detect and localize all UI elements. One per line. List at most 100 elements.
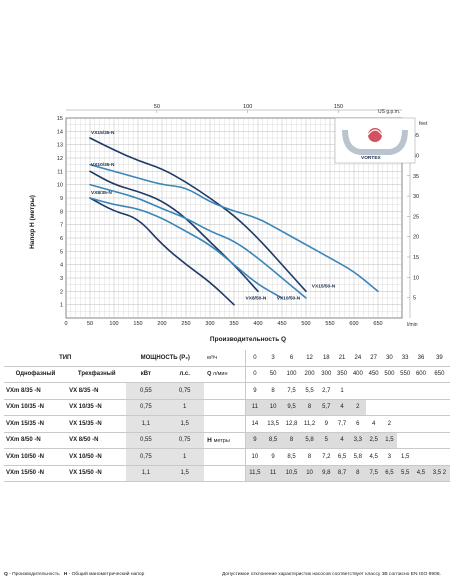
head-value [428, 415, 450, 433]
head-value [413, 382, 429, 400]
head-value: 8 [300, 448, 319, 466]
power-hp: 1,5 [165, 415, 205, 433]
power-kw: 0,55 [126, 382, 166, 400]
spec-table: ТИП МОЩНОСТЬ (P₂) м³/ч 0 3 6 12 18 21 24… [4, 350, 450, 482]
right-tick-label: 5 [413, 296, 416, 302]
head-value: 10 [300, 465, 319, 482]
right-tick-label: 20 [413, 235, 419, 241]
head-value: 12,8 [282, 415, 301, 433]
head-value: 5 [318, 432, 335, 449]
q-m3h-cell: 18 [318, 350, 335, 367]
x-tick-label: 250 [181, 321, 190, 327]
head-value: 5,5 [300, 382, 319, 400]
head-value: 1,5 [397, 448, 414, 466]
power-kw: 1,1 [126, 465, 166, 482]
head-value: 4,5 [365, 448, 382, 466]
q-lmin-cell: 350 [334, 366, 350, 383]
q-lmin-cell: 550 [397, 366, 414, 383]
q-lmin-cell: 50 [263, 366, 283, 383]
power-hp: 1 [165, 448, 205, 466]
q-lmin-cell: 100 [282, 366, 301, 383]
head-value: 10,5 [282, 465, 301, 482]
curve-vx8-50-n [89, 197, 283, 299]
curve-vx8-35-n [89, 197, 235, 306]
table-row: VXm 10/50 -N VX 10/50 -N 0,75 1 10 9 8,5 8 7,2 6,… [4, 448, 450, 466]
head-value: 7,7 [334, 415, 350, 433]
curve-label-vx1050: VX10/50-N [277, 295, 301, 301]
h-unit: метры [213, 437, 230, 444]
y-tick-label: 4 [60, 263, 63, 269]
single-phase-model: VXm 8/50 -N [4, 432, 68, 449]
x-tick-label: 0 [64, 321, 67, 327]
table-row: VXm 15/50 -N VX 15/50 -N 1,1 1,5 11,5 11 10,5 1… [4, 465, 450, 482]
head-value: 8,7 [334, 465, 350, 482]
right-tick-label: 10 [413, 275, 419, 281]
head-value: 3,5 2 [428, 465, 450, 482]
y-tick-label: 6 [60, 236, 63, 242]
three-phase-model: VX 8/35 -N [67, 382, 127, 400]
head-value [349, 382, 366, 400]
head-value-extra: 2 [442, 470, 447, 477]
y-tick-label: 9 [60, 196, 63, 202]
head-value [397, 415, 414, 433]
h-label-cell [204, 465, 246, 482]
head-value: 9 [244, 382, 264, 400]
y-right-unit-label: feet [419, 121, 428, 127]
x-tick-label: 550 [325, 321, 334, 327]
head-value: 8 [282, 432, 301, 449]
right-tick-label: 40 [413, 153, 419, 159]
power-kw: 0,75 [126, 399, 166, 416]
head-value: 2,5 [365, 432, 382, 449]
x-axis-title: Производительность Q [210, 336, 286, 343]
single-phase-model: VXm 10/50 -N [4, 448, 68, 466]
head-value: 7,5 [365, 465, 382, 482]
single-phase-model: VXm 10/35 -N [4, 399, 68, 416]
head-value: 8 [263, 382, 283, 400]
y-tick-label: 3 [60, 276, 63, 282]
footer-h-text: - Общий манометрический напор [68, 572, 145, 577]
head-value: 9,8 [318, 465, 335, 482]
head-value: 5,7 [318, 399, 335, 416]
head-value [397, 432, 414, 449]
head-value: 8 [300, 399, 319, 416]
x-tick-label: 650 [373, 321, 382, 327]
head-value: 2 [349, 399, 366, 416]
y-tick-label: 1 [60, 303, 63, 309]
head-value: 10 [244, 448, 264, 466]
power-kw: 0,75 [126, 448, 166, 466]
x-tick-label: 400 [253, 321, 262, 327]
curve-label-vx1535: VX15/35-N [91, 130, 115, 136]
head-value: 2,7 [318, 382, 335, 400]
head-value: 11,2 [300, 415, 319, 433]
q-m3h-cell: 0 [244, 350, 264, 367]
head-value: 8,5 [282, 448, 301, 466]
q-symbol-cell: м³/ч [204, 350, 246, 367]
head-value [428, 432, 450, 449]
q-m3h-cell: 33 [397, 350, 414, 367]
power-hp: 1,5 [165, 465, 205, 482]
curve-label-vx1035: VX10/35-N [91, 162, 115, 168]
inset-housing [342, 129, 408, 155]
table-row: VXm 15/35 -N VX 15/35 -N 1,1 1,5 14 13,5 12,8 1… [4, 415, 450, 433]
head-value: 4 [365, 415, 382, 433]
power-header: МОЩНОСТЬ (P₂) [126, 350, 205, 367]
y-tick-label: 15 [57, 116, 63, 122]
head-value: 11,5 [244, 465, 264, 482]
head-value: 9,5 [282, 399, 301, 416]
head-value [413, 432, 429, 449]
curve-vx15-35-n [89, 137, 307, 293]
type-header: ТИП [4, 350, 127, 367]
head-value: 9 [318, 415, 335, 433]
curve-label-vx850: VX8/50-N [246, 295, 267, 301]
q-m3h-cell: 39 [428, 350, 450, 367]
q-m3h-cell: 36 [413, 350, 429, 367]
table-header-row-2: Однофазный Трехфазный кВт л.с. Q л/мин 0… [4, 366, 450, 383]
q-lmin-cell: 500 [381, 366, 398, 383]
h-label-cell [204, 415, 246, 433]
inset-vortex-label: VORTEX [361, 155, 382, 161]
q-m3h-cell: 27 [365, 350, 382, 367]
curve-label-vx1550: VX15/50-N [312, 283, 336, 289]
power-kw: 1,1 [126, 415, 166, 433]
head-value: 10 [263, 399, 283, 416]
head-value: 4 [334, 399, 350, 416]
